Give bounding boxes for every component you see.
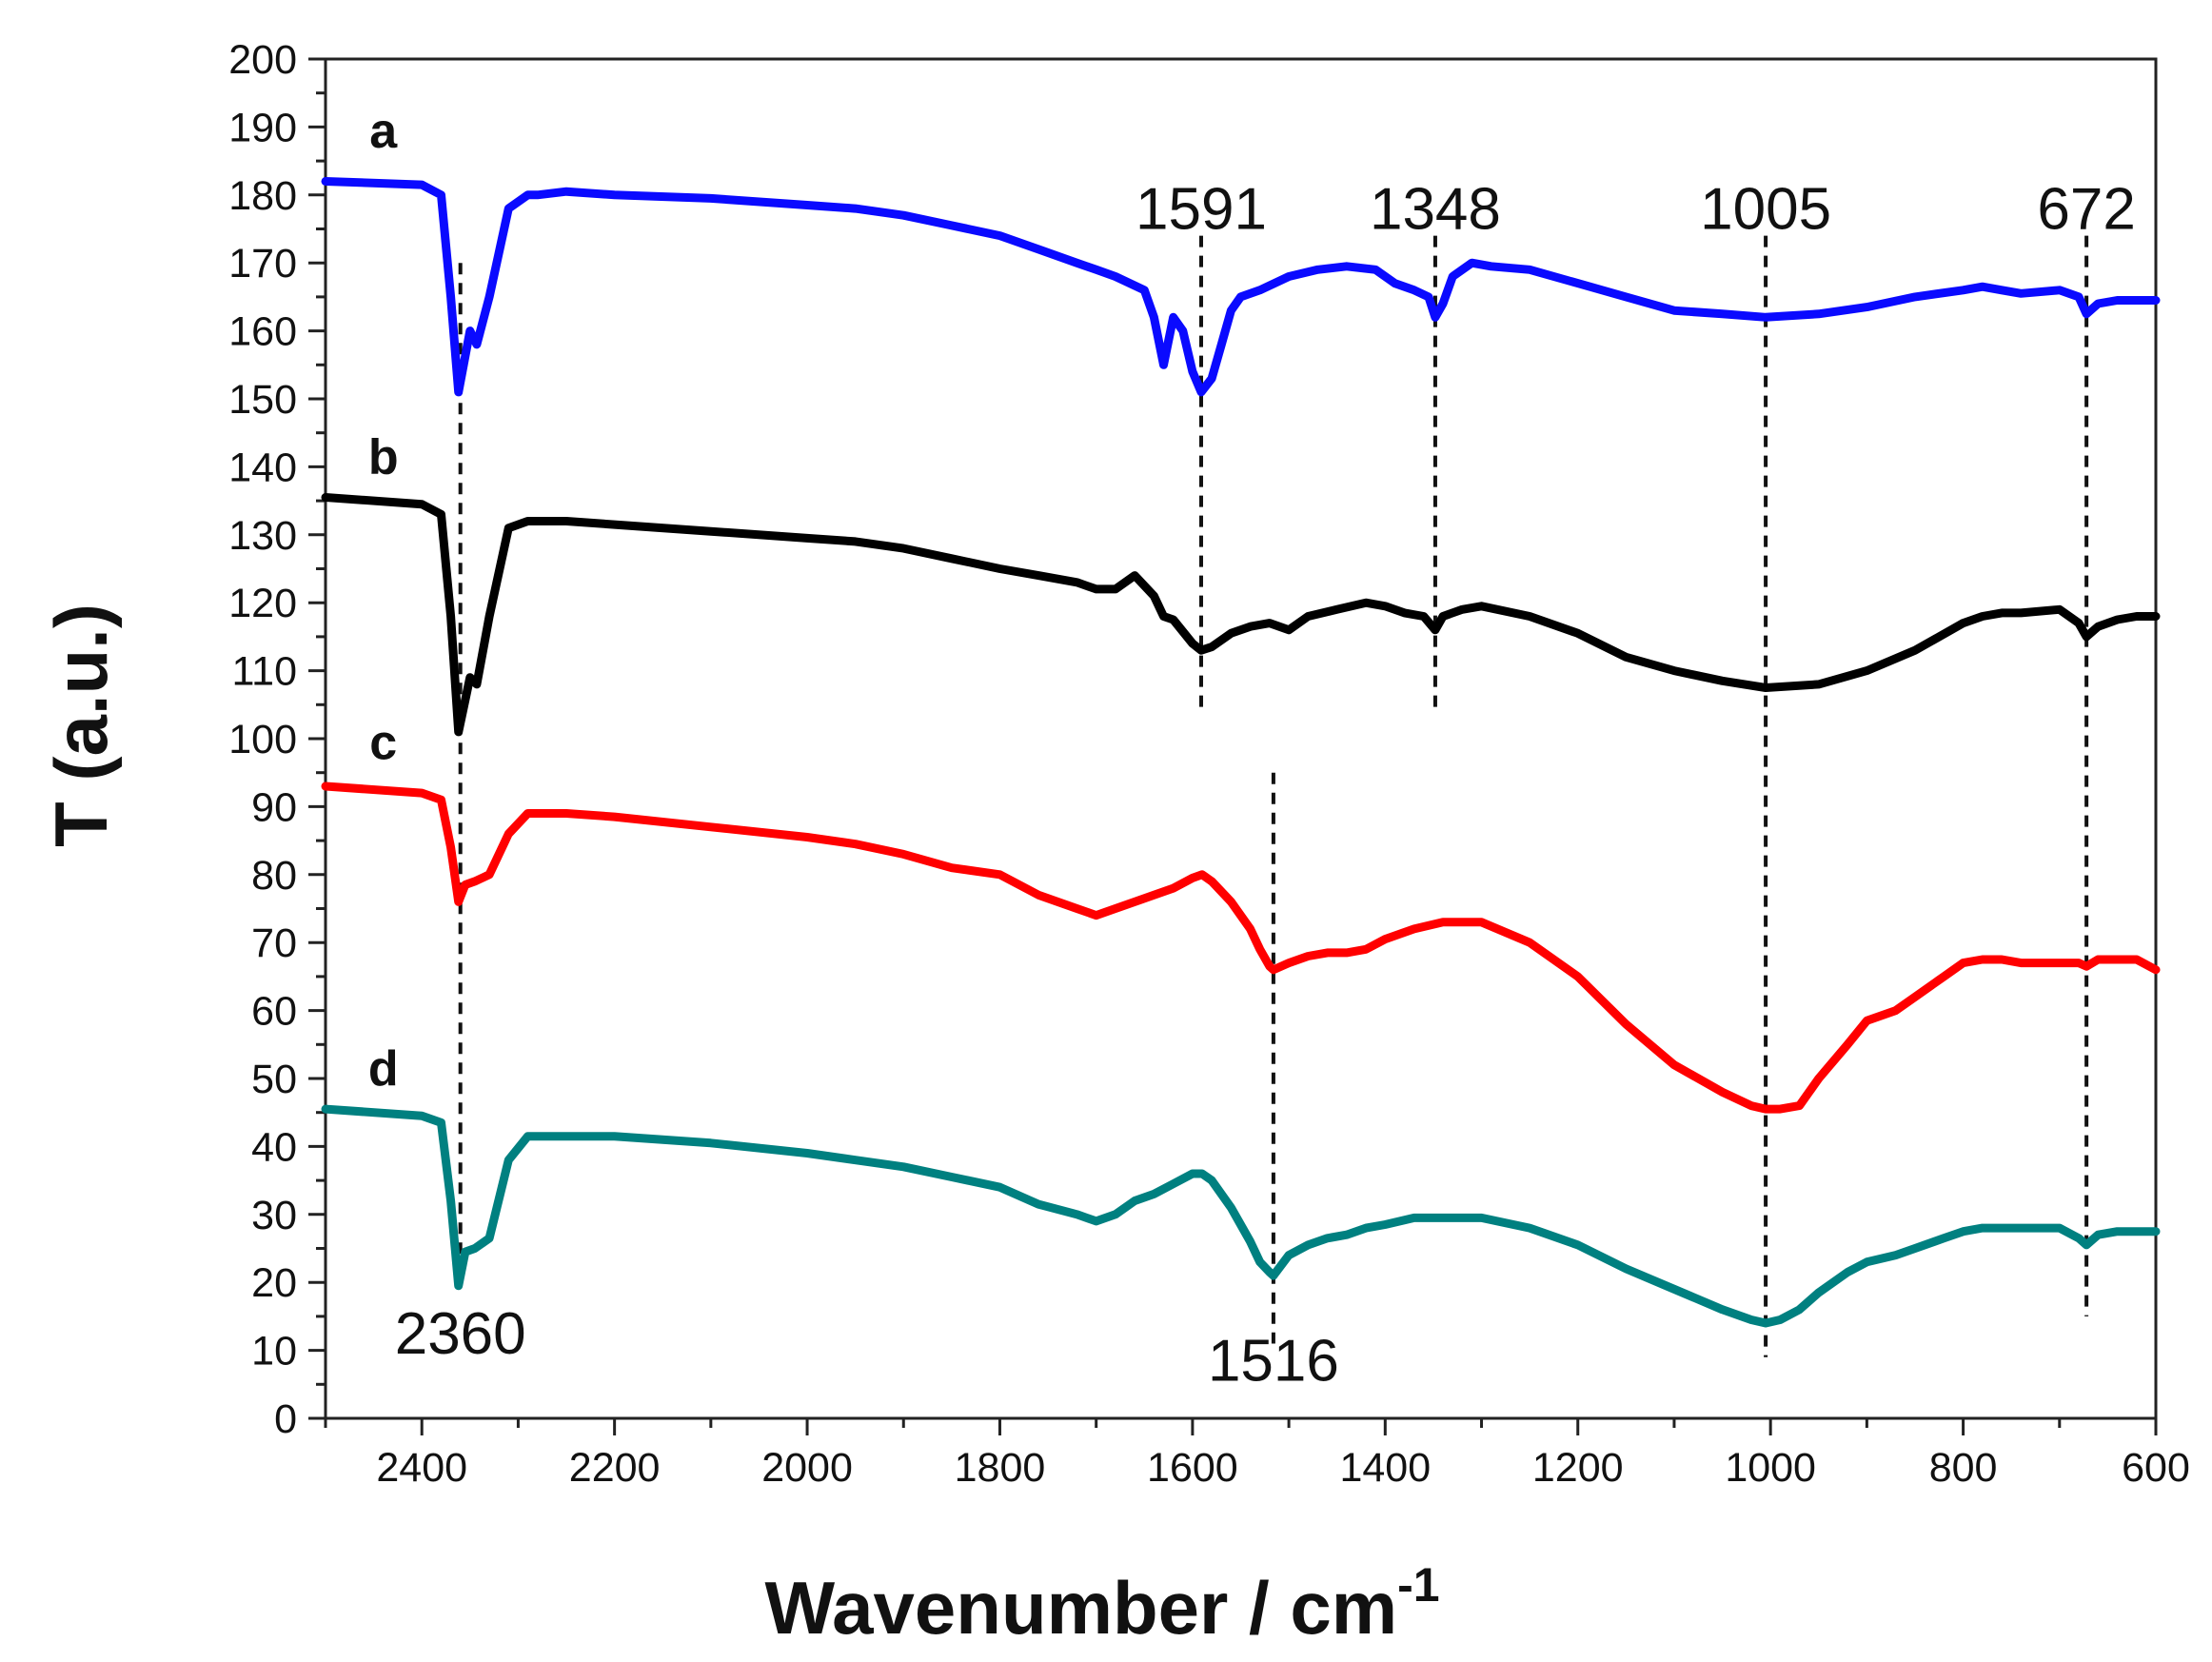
y-tick-label: 160 <box>228 309 297 355</box>
y-tick-label: 170 <box>228 241 297 287</box>
y-tick-label: 40 <box>251 1124 297 1170</box>
peak-label-1348: 1348 <box>1370 177 1501 243</box>
y-tick-label: 60 <box>251 989 297 1035</box>
x-tick-label: 1400 <box>1339 1445 1431 1491</box>
y-tick-label: 200 <box>228 37 297 83</box>
series-line-c <box>321 782 2161 1114</box>
x-tick-label: 1000 <box>1725 1445 1816 1491</box>
plot-frame <box>324 57 2158 1420</box>
x-tick-label: 2000 <box>761 1445 853 1491</box>
series-label-b: b <box>368 430 399 485</box>
x-tick-label: 1600 <box>1147 1445 1238 1491</box>
y-tick-label: 150 <box>228 377 297 423</box>
y-tick-label: 0 <box>274 1396 297 1442</box>
y-tick-label: 30 <box>251 1193 297 1238</box>
y-tick-label: 110 <box>231 649 297 695</box>
y-tick-label: 10 <box>251 1329 297 1375</box>
series-label-c: c <box>369 715 397 770</box>
peak-label-1516: 1516 <box>1208 1329 1339 1395</box>
x-axis-title: Wavenumber / cm-1 <box>764 1558 1439 1650</box>
series-lines <box>321 177 2161 1328</box>
series-line-d <box>321 1104 2161 1328</box>
x-tick-label: 800 <box>1929 1445 1998 1491</box>
y-tick-label: 50 <box>251 1057 297 1102</box>
peak-label-1005: 1005 <box>1700 177 1831 243</box>
labels: 2360 1591 1348 1516 1005 672 a b c d <box>368 104 2136 1395</box>
y-tick-label: 190 <box>228 105 297 150</box>
x-tick-label: 1800 <box>955 1445 1046 1491</box>
y-tick-label: 130 <box>228 513 297 559</box>
series-label-a: a <box>369 104 398 159</box>
series-line-b <box>321 493 2161 737</box>
y-tick-label: 70 <box>251 920 297 966</box>
y-tick-label: 20 <box>251 1260 297 1306</box>
y-tick-label: 100 <box>228 717 297 762</box>
y-tick-label: 140 <box>228 445 297 490</box>
y-tick-label: 120 <box>228 581 297 626</box>
x-tick-label: 2400 <box>376 1445 467 1491</box>
y-tick-label: 80 <box>251 853 297 899</box>
x-tick-label: 600 <box>2122 1445 2190 1491</box>
y-tick-label: 90 <box>251 784 297 830</box>
axes: 0 10 20 30 40 50 60 70 80 90 100 110 120 130 140 150 160… <box>228 37 2190 1491</box>
x-axis-title-text: Wavenumber / cm <box>764 1566 1397 1650</box>
series-label-d: d <box>368 1041 399 1097</box>
y-tick-label: 180 <box>228 173 297 219</box>
x-axis-title-exponent: -1 <box>1397 1558 1439 1612</box>
y-axis-title: T (a.u.) <box>39 603 123 847</box>
peak-marker-lines <box>458 235 2089 1357</box>
x-tick-label: 1200 <box>1532 1445 1624 1491</box>
peak-label-672: 672 <box>2037 177 2135 243</box>
peak-label-1591: 1591 <box>1136 177 1267 243</box>
peak-label-2360: 2360 <box>395 1301 526 1367</box>
series-line-a <box>321 177 2161 397</box>
x-tick-label: 2200 <box>569 1445 661 1491</box>
